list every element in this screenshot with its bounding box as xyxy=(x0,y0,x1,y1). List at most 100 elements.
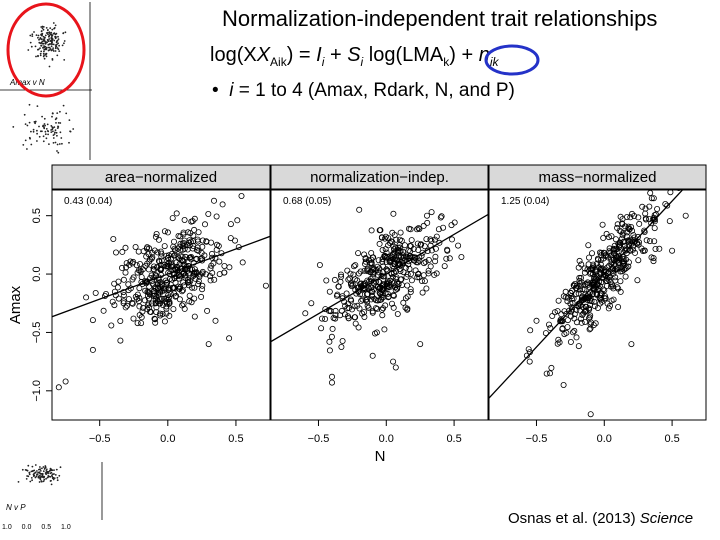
data-point xyxy=(555,297,562,304)
data-point xyxy=(89,317,96,324)
data-point xyxy=(373,297,380,304)
data-point xyxy=(378,234,385,241)
data-point xyxy=(178,288,185,295)
thumbnail-point xyxy=(42,135,45,138)
data-point xyxy=(387,257,394,264)
thumbnail-point xyxy=(42,26,45,28)
thumbnail-point xyxy=(26,124,29,127)
thumbnail-point xyxy=(52,22,55,24)
data-point xyxy=(635,257,642,264)
data-point xyxy=(182,274,189,281)
thumbnail-point xyxy=(47,33,49,36)
thumbnail-point xyxy=(47,471,50,473)
data-point xyxy=(417,241,424,248)
thumbnail-point xyxy=(37,48,39,51)
data-point xyxy=(591,298,598,305)
thumbnail-point xyxy=(59,466,62,469)
thumbnail-point xyxy=(45,27,48,29)
thumbnail-point xyxy=(42,140,45,143)
data-point xyxy=(577,280,584,287)
data-point xyxy=(191,226,198,233)
data-point xyxy=(388,257,395,264)
thumbnail-point xyxy=(56,47,59,49)
thumbnail-point xyxy=(25,478,28,480)
data-point xyxy=(395,281,402,288)
thumbnail-point xyxy=(42,42,45,45)
data-point xyxy=(579,311,586,318)
data-point xyxy=(386,281,393,288)
thumbnail-point xyxy=(45,471,48,474)
data-point xyxy=(122,269,129,276)
panel-annotation: 0.43 (0.04) xyxy=(64,196,112,207)
data-point xyxy=(371,330,378,337)
data-point xyxy=(318,325,325,332)
thumbnail-point xyxy=(36,132,38,135)
data-point xyxy=(612,236,619,243)
data-point xyxy=(119,248,126,255)
thumbnail-point xyxy=(46,123,49,126)
data-point xyxy=(386,258,393,265)
data-point xyxy=(618,235,625,242)
data-point xyxy=(316,261,323,268)
data-point xyxy=(392,286,399,293)
thumbnail-point xyxy=(49,472,52,475)
thumbnail-point xyxy=(39,42,42,45)
data-point xyxy=(176,273,183,280)
data-point xyxy=(328,373,335,380)
thumbnail-point xyxy=(28,472,31,474)
thumbnail-point xyxy=(53,27,56,29)
x-tick-label: 0.5 xyxy=(446,433,461,445)
data-point xyxy=(627,214,634,221)
thumbnail-point xyxy=(63,40,66,42)
thumbnail-point xyxy=(52,134,55,137)
data-point xyxy=(226,335,233,342)
data-point xyxy=(179,287,186,294)
data-point xyxy=(208,239,215,246)
thumbnail-point xyxy=(50,125,53,127)
data-point xyxy=(448,222,455,229)
panel-points xyxy=(489,190,689,418)
data-point xyxy=(569,287,576,294)
data-point xyxy=(326,347,333,354)
data-point xyxy=(176,243,183,250)
data-point xyxy=(173,210,180,217)
data-point xyxy=(145,300,152,307)
thumbnail-point xyxy=(68,119,71,121)
panel-1: area−normalized 0.43 (0.04) −0.5 0.0 0.5 0.5 0… xyxy=(31,164,271,445)
data-point xyxy=(392,282,399,289)
data-point xyxy=(149,254,156,261)
thumbnail-point xyxy=(48,31,51,34)
thumbnail-point xyxy=(45,127,48,130)
panel-title: normalization−indep. xyxy=(310,169,449,186)
data-point xyxy=(527,327,534,334)
thumbnail-point xyxy=(52,47,54,49)
data-point xyxy=(146,304,153,311)
thumbnail-point xyxy=(41,115,43,118)
thumbnail-point xyxy=(52,473,54,475)
data-point xyxy=(355,250,362,257)
x-tick-label: 0.5 xyxy=(664,433,679,445)
data-point xyxy=(177,246,184,253)
thumbnail-point xyxy=(65,112,68,115)
thumbnail-point xyxy=(38,477,41,479)
data-point xyxy=(356,305,363,312)
thumbnail-point xyxy=(28,121,31,124)
data-point xyxy=(610,245,617,252)
regression-line xyxy=(271,213,488,343)
data-point xyxy=(646,215,653,222)
data-point xyxy=(626,238,633,245)
data-point xyxy=(559,325,566,332)
slide-title: Normalization-independent trait relation… xyxy=(222,6,658,31)
data-point xyxy=(631,212,638,219)
thumbnail-point xyxy=(31,465,34,468)
data-point xyxy=(407,243,414,250)
data-point xyxy=(622,265,629,272)
data-point xyxy=(169,215,176,222)
data-point xyxy=(344,305,351,312)
thumbnail-point xyxy=(50,131,53,134)
data-point xyxy=(210,197,217,204)
data-point xyxy=(382,302,389,309)
thumbnail-point xyxy=(12,126,15,128)
data-point xyxy=(654,205,661,212)
data-point xyxy=(634,277,641,284)
